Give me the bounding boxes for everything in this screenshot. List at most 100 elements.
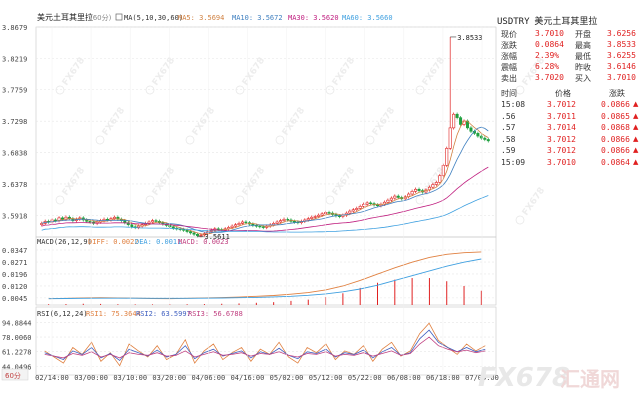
x-tick-label: 05/02:00 xyxy=(270,374,304,382)
period-selector[interactable] xyxy=(1,368,29,381)
up-arrow-icon: ▲ xyxy=(633,100,639,108)
up-arrow-icon: ▲ xyxy=(633,157,639,166)
svg-text:FX678: FX678 xyxy=(331,166,357,198)
trade-price: 3.7010 xyxy=(547,157,576,167)
macd-y-tick-label: 0.0196 xyxy=(2,271,27,279)
candle-body xyxy=(438,175,442,183)
candle-body xyxy=(337,215,341,217)
candle-body xyxy=(375,204,380,207)
quote-row: 涨幅 2.39% 最低 3.6255 xyxy=(497,51,640,62)
candle-body xyxy=(476,133,480,137)
ma-toggle-checkbox[interactable] xyxy=(115,13,123,21)
x-tick-label: 03/10:00 xyxy=(113,374,147,382)
main-y-tick-label: 3.8679 xyxy=(2,24,27,32)
x-tick-label: 06/18:00 xyxy=(426,374,460,382)
candle-body xyxy=(365,202,369,205)
quote-value: 3.7020 xyxy=(535,73,564,82)
quote-row: 卖出 3.7020 买入 3.7010 xyxy=(497,73,640,84)
candle-body xyxy=(310,216,314,219)
candle-body xyxy=(275,221,279,224)
candle-body xyxy=(189,231,193,234)
candle-body xyxy=(313,216,317,218)
candle-body xyxy=(282,218,286,221)
svg-text:FX678: FX678 xyxy=(371,106,397,138)
macd-dea-line xyxy=(48,258,482,300)
quote-panel: USDTRY 美元土耳其里拉 现价 3.7010 开盘 3.6256 涨跌 0.0864 最… xyxy=(497,0,640,400)
rsi-label: RSI(6,12,24) xyxy=(37,310,88,318)
svg-text:FX678: FX678 xyxy=(331,56,357,88)
ma30-line xyxy=(41,166,489,232)
trades-col-time: 时间 xyxy=(501,89,517,98)
quote-label: 卖出 xyxy=(501,74,517,83)
candle-body xyxy=(168,225,172,228)
price-annotation: 3.5611 xyxy=(205,233,230,241)
ma10-line xyxy=(41,126,489,233)
trade-row: 15:09 3.7010 0.0864 ▲ xyxy=(497,158,640,169)
candle-body xyxy=(369,202,373,204)
macd-diff-value: DIFF: 0.0022 xyxy=(88,238,139,246)
watermark-stamp: FX678 xyxy=(415,56,447,95)
macd-bars xyxy=(48,278,482,305)
candle-body xyxy=(171,226,175,229)
candle-body xyxy=(389,197,393,201)
watermark-text: 汇通网 xyxy=(560,367,620,391)
macd-dea-value: DEA: 0.0011 xyxy=(135,238,181,246)
quote-value: 2.39% xyxy=(535,51,560,60)
watermark-stamp: FX678 xyxy=(365,106,397,145)
quote-value: 6.28% xyxy=(535,62,560,71)
candle-body xyxy=(292,221,296,223)
trade-row: 15:08 3.7012 0.0866 ▲ xyxy=(497,100,640,111)
ma-label: MA(5,10,30,60) xyxy=(124,14,183,22)
ma30-value: MA30: 3.5620 xyxy=(288,14,339,22)
candle-body xyxy=(320,213,324,216)
candle-body xyxy=(150,220,155,223)
candle-body xyxy=(285,218,290,221)
quote-label: 开盘 xyxy=(575,30,591,39)
candle-body xyxy=(452,113,456,129)
trade-change: 0.0865 xyxy=(601,111,630,121)
watermark-logo: FX678 xyxy=(478,363,570,393)
candle-body xyxy=(483,137,487,140)
candle-body xyxy=(199,234,203,237)
candle-body xyxy=(448,127,452,149)
candle-body xyxy=(351,209,355,212)
x-tick-label: 03/20:00 xyxy=(152,374,186,382)
candle-body xyxy=(112,216,116,219)
trade-price: 3.7012 xyxy=(547,146,576,155)
ma-lines xyxy=(41,120,489,235)
candle-body xyxy=(123,220,127,223)
watermark-stamp: FX678 xyxy=(185,106,217,145)
candle-body xyxy=(216,228,220,230)
quote-value: 0.0864 xyxy=(535,40,564,49)
candle-body xyxy=(261,226,265,228)
ma60-line xyxy=(41,195,489,233)
trade-change: 0.0868 xyxy=(601,123,630,132)
candle-body xyxy=(130,224,134,228)
trade-time: 15:09 xyxy=(501,157,526,167)
candle-body xyxy=(237,223,241,226)
rsi-y-tick-label: 78.0060 xyxy=(2,334,32,342)
quote-row: 涨跌 0.0864 最高 3.8533 xyxy=(497,40,640,51)
candle-body xyxy=(137,225,141,228)
main-y-ticks: 3.8679 3.8219 3.7759 3.7298 3.6838 3.6378 3.59… xyxy=(2,24,27,220)
svg-text:FX678: FX678 xyxy=(241,56,267,88)
watermark-stamp: FX678 xyxy=(235,166,267,205)
macd-y-tick-label: 0.0045 xyxy=(2,295,27,303)
candle-body xyxy=(410,191,414,195)
ma5-value: MA5: 3.5694 xyxy=(178,14,224,22)
main-y-tick-label: 3.7298 xyxy=(2,118,27,126)
trades-col-price: 价格 xyxy=(555,89,571,98)
candle-body xyxy=(431,184,435,188)
svg-text:FX678: FX678 xyxy=(241,166,267,198)
rsi3-value: RSI3: 56.6788 xyxy=(188,310,243,318)
macd-panel-frame xyxy=(35,236,497,306)
chart-period: (60分) xyxy=(90,13,112,22)
candle-body xyxy=(54,219,58,222)
rsi-grid xyxy=(36,322,496,367)
candle-body xyxy=(441,165,445,176)
candle-body xyxy=(244,221,248,224)
quote-label: 最高 xyxy=(575,41,591,50)
trade-time: .59 xyxy=(501,146,516,155)
trade-price: 3.7014 xyxy=(547,123,576,132)
macd-label: MACD(26,12,9) xyxy=(37,238,92,246)
